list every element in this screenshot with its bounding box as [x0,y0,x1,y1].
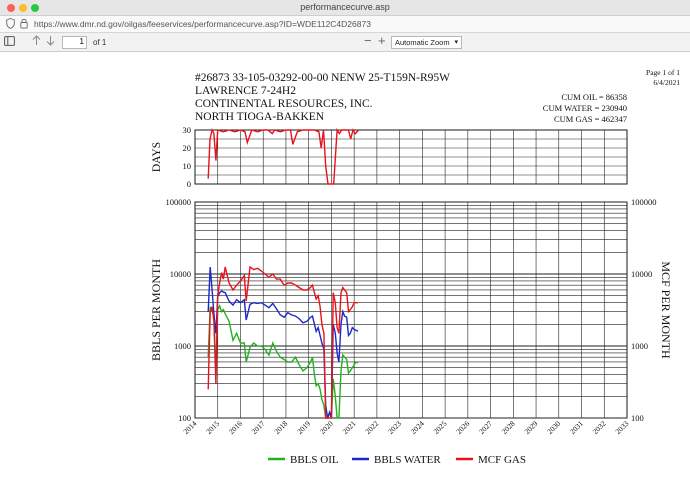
pdf-toolbar: 1 of 1 − + Automatic Zoom ▾ [0,33,690,52]
mcf-tick-label: 10000 [631,269,652,279]
well-name: LAWRENCE 7-24H2 [195,85,296,97]
year-tick-label: 2015 [204,419,221,436]
year-tick-label: 2029 [522,419,539,436]
chevron-down-icon: ▾ [454,39,458,46]
page-count-label: of 1 [93,38,107,47]
year-tick-label: 2022 [363,419,380,436]
well-header-line1: #26873 33-105-03292-00-00 NENW 25-T159N-… [195,72,450,84]
bbls-tick-label: 10000 [170,269,191,279]
bbls-tick-label: 100000 [166,197,192,207]
window-title: performancecurve.asp [300,2,390,12]
cum-oil: CUM OIL = 86358 [561,92,627,102]
year-tick-label: 2016 [227,419,244,436]
days-series-line [207,127,360,185]
year-tick-label: 2024 [409,419,426,436]
page-number-input[interactable]: 1 [62,36,87,49]
next-page-button[interactable] [46,35,55,50]
page-label: Page 1 of 1 [646,68,680,77]
legend-label-oil: BBLS OIL [290,454,339,466]
field-name: NORTH TIOGA-BAKKEN [195,111,325,123]
address-bar: https://www.dmr.nd.gov/oilgas/feeservice… [0,16,690,33]
year-tick-label: 2032 [591,419,608,436]
minimize-window-button[interactable] [19,4,27,12]
year-tick-label: 2028 [500,419,517,436]
zoom-window-button[interactable] [31,4,39,12]
bbls-tick-label: 100 [178,413,191,423]
cum-gas: CUM GAS = 462347 [553,114,627,124]
close-window-button[interactable] [7,4,15,12]
days-tick-label: 20 [183,143,192,153]
series-line-water [207,266,359,419]
lock-icon[interactable] [20,18,28,33]
days-tick-label: 0 [187,179,191,189]
operator-name: CONTINENTAL RESOURCES, INC. [195,98,373,110]
previous-page-button[interactable] [32,35,41,50]
year-tick-label: 2020 [318,419,335,436]
legend-label-gas: MCF GAS [478,454,526,466]
legend-label-water: BBLS WATER [374,454,441,466]
days-axis-label: DAYS [151,142,163,172]
bbls-axis-label: BBLS PER MONTH [149,259,163,361]
bbls-tick-label: 1000 [174,341,191,351]
url-field[interactable]: https://www.dmr.nd.gov/oilgas/feeservice… [34,19,371,29]
days-tick-label: 10 [183,161,192,171]
zoom-select[interactable]: Automatic Zoom ▾ [391,36,462,49]
sidebar-toggle-icon[interactable] [4,36,15,50]
pdf-page: Page 1 of 1 6/4/2021 #26873 33-105-03292… [0,52,690,487]
zoom-in-button[interactable]: + [378,33,386,48]
series-line-gas [207,265,358,419]
window-title-bar: performancecurve.asp [0,0,690,16]
mcf-tick-label: 1000 [631,341,648,351]
year-tick-label: 2018 [272,419,289,436]
year-tick-label: 2023 [386,419,403,436]
year-tick-label: 2030 [545,419,562,436]
zoom-level: Automatic Zoom [395,38,450,47]
mcf-tick-label: 100000 [631,197,657,207]
production-chart-frame [194,201,628,419]
shield-icon[interactable] [6,18,15,33]
year-tick-label: 2026 [454,419,471,436]
year-tick-label: 2027 [477,419,494,436]
year-tick-label: 2031 [568,419,585,436]
year-tick-label: 2033 [613,419,630,436]
year-tick-label: 2021 [341,419,358,436]
mcf-tick-label: 100 [631,413,644,423]
days-tick-label: 30 [183,125,192,135]
year-tick-label: 2019 [295,419,312,436]
series-line-oil [207,304,359,419]
year-tick-label: 2017 [250,419,267,436]
zoom-out-button[interactable]: − [364,33,372,48]
year-tick-label: 2025 [432,419,449,436]
report-date: 6/4/2021 [653,78,680,87]
mcf-axis-label: MCF PER MONTH [659,261,673,359]
cum-water: CUM WATER = 230940 [542,103,627,113]
